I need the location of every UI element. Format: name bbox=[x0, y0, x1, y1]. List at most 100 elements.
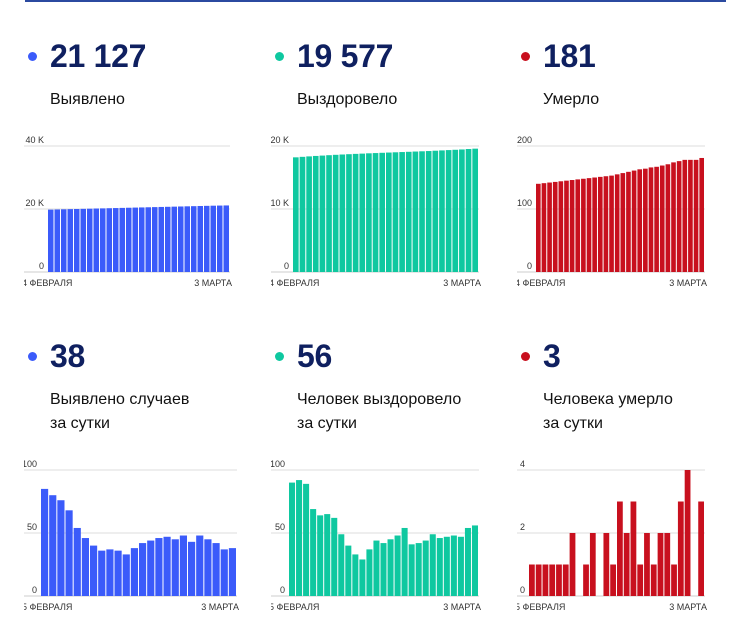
bar bbox=[425, 151, 432, 272]
bar bbox=[630, 501, 637, 596]
bar bbox=[592, 177, 597, 272]
bar bbox=[664, 533, 671, 596]
bar bbox=[535, 564, 542, 596]
bar bbox=[650, 564, 657, 596]
stat-label-line: за сутки bbox=[50, 415, 110, 432]
y-tick-label: 40 K bbox=[25, 135, 44, 145]
bar bbox=[54, 209, 60, 272]
bar bbox=[373, 540, 380, 596]
bar bbox=[210, 205, 216, 272]
bar bbox=[352, 554, 359, 596]
bar bbox=[359, 153, 366, 272]
bar bbox=[405, 151, 412, 272]
bar-chart: 0 2 4 5 ФЕВРАЛЯ 3 МАРТА bbox=[515, 459, 707, 612]
bar bbox=[106, 208, 112, 272]
bar bbox=[419, 151, 425, 272]
bar bbox=[450, 535, 457, 596]
bar bbox=[352, 153, 359, 273]
bar bbox=[432, 150, 439, 272]
bar-chart: 0 10 K 20 K 4 ФЕВРАЛЯ 3 МАРТА bbox=[269, 135, 481, 288]
bar bbox=[609, 175, 614, 272]
stat-value: 21 127 bbox=[50, 38, 147, 74]
bar bbox=[682, 159, 688, 272]
bar bbox=[178, 206, 184, 272]
bar bbox=[549, 564, 556, 596]
bar bbox=[158, 206, 164, 272]
bar bbox=[569, 533, 576, 596]
y-tick-label: 10 K bbox=[271, 198, 289, 208]
series-dot-icon bbox=[28, 52, 37, 61]
x-tick-label: 3 МАРТА bbox=[443, 278, 481, 288]
bar bbox=[312, 155, 319, 272]
bar bbox=[317, 515, 324, 596]
y-tick-label: 0 bbox=[39, 261, 44, 271]
bar bbox=[445, 150, 452, 272]
bar bbox=[465, 149, 472, 272]
bar bbox=[581, 178, 586, 272]
top-divider bbox=[25, 0, 726, 2]
bar bbox=[331, 517, 338, 596]
y-tick-label: 200 bbox=[517, 135, 532, 145]
chart-detected: 0 20 K 40 K 4 ФЕВРАЛЯ 3 МАРТА bbox=[22, 134, 264, 304]
bar bbox=[49, 495, 57, 596]
stat-died: 181 bbox=[517, 36, 749, 76]
bar bbox=[339, 154, 346, 272]
bar bbox=[380, 543, 387, 596]
chart-recovered: 0 10 K 20 K 4 ФЕВРАЛЯ 3 МАРТА bbox=[269, 134, 511, 304]
bar bbox=[48, 209, 54, 272]
y-tick-label: 0 bbox=[520, 585, 525, 595]
y-tick-label: 100 bbox=[517, 198, 532, 208]
panel-detected-daily: 38 Выявлено случаев за сутки 0 50 100 5 ФЕВ… bbox=[22, 336, 264, 626]
chart-died: 0 100 200 4 ФЕВРАЛЯ 3 МАРТА bbox=[515, 134, 749, 304]
stat-label: Выявлено случаев за сутки bbox=[50, 388, 270, 436]
bar bbox=[220, 549, 228, 596]
bar bbox=[597, 176, 603, 272]
series-dot-icon bbox=[275, 352, 284, 361]
bar bbox=[620, 173, 626, 272]
bar-chart: 0 100 200 4 ФЕВРАЛЯ 3 МАРТА bbox=[515, 135, 707, 288]
panel-died-daily: 3 Человека умерло за сутки 0 2 4 5 ФЕВРАЛЯ 3… bbox=[515, 336, 749, 628]
bar bbox=[556, 564, 562, 596]
series-dot-icon bbox=[275, 52, 284, 61]
bar bbox=[100, 208, 106, 272]
bar bbox=[81, 538, 89, 596]
bar bbox=[623, 533, 630, 596]
chart-died-daily: 0 2 4 5 ФЕВРАЛЯ 3 МАРТА bbox=[515, 458, 749, 628]
bar bbox=[293, 157, 299, 272]
panel-recovered: 19 577 Выздоровело 0 10 K 20 K 4 ФЕВРАЛЯ 3 М… bbox=[269, 36, 511, 306]
bar bbox=[57, 500, 65, 596]
bar-chart: 0 50 100 5 ФЕВРАЛЯ 3 МАРТА bbox=[22, 459, 239, 612]
bar bbox=[147, 540, 155, 596]
bar bbox=[303, 483, 310, 596]
bar bbox=[659, 165, 665, 272]
bar bbox=[457, 536, 464, 596]
bar bbox=[693, 159, 699, 272]
bar bbox=[152, 207, 158, 272]
bar bbox=[412, 151, 419, 272]
stat-value: 3 bbox=[543, 338, 561, 374]
bar bbox=[204, 205, 210, 272]
bar bbox=[114, 550, 122, 596]
bar bbox=[631, 170, 637, 272]
bar bbox=[529, 564, 535, 596]
bar bbox=[296, 480, 303, 596]
bar bbox=[306, 156, 312, 272]
stat-label-line: Человека умерло bbox=[543, 391, 673, 408]
bar bbox=[643, 168, 648, 272]
bar bbox=[228, 548, 236, 596]
bar bbox=[688, 159, 693, 272]
bar bbox=[67, 209, 73, 272]
bar bbox=[392, 152, 399, 272]
x-tick-label: 4 ФЕВРАЛЯ bbox=[271, 278, 319, 288]
bar bbox=[171, 206, 177, 272]
bar bbox=[671, 162, 676, 272]
stat-died-daily: 3 bbox=[517, 336, 749, 376]
bar-chart: 0 50 100 5 ФЕВРАЛЯ 3 МАРТА bbox=[269, 459, 481, 612]
bar bbox=[614, 174, 620, 272]
bar bbox=[145, 207, 151, 272]
stat-label: Выявлено bbox=[50, 88, 270, 112]
bar bbox=[289, 482, 296, 596]
bar bbox=[443, 536, 450, 596]
bar bbox=[429, 534, 436, 596]
bar bbox=[90, 545, 98, 596]
